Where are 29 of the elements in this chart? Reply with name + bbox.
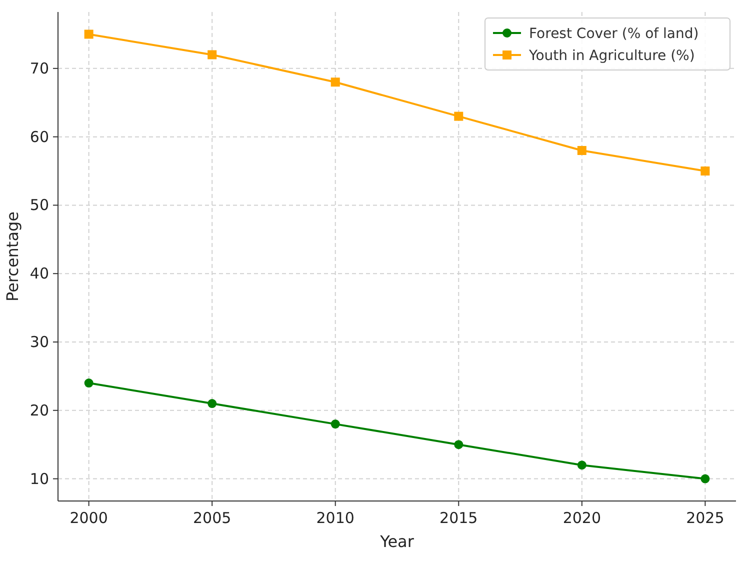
y-tick-label: 20 xyxy=(30,401,49,420)
y-tick-label: 10 xyxy=(30,470,49,488)
y-axis-title: Percentage xyxy=(3,211,22,302)
point xyxy=(577,146,586,155)
point xyxy=(84,378,94,388)
point xyxy=(454,112,464,121)
y-tick-label: 60 xyxy=(30,128,49,146)
x-tick-label: 2015 xyxy=(440,509,478,527)
point xyxy=(577,460,586,470)
x-tick-label: 2000 xyxy=(70,509,108,527)
point xyxy=(208,399,217,408)
point xyxy=(84,30,94,39)
point xyxy=(700,474,710,484)
legend-label: Forest Cover (% of land) xyxy=(529,26,699,42)
x-tick-label: 2025 xyxy=(686,509,724,527)
x-axis-title: Year xyxy=(379,532,414,551)
point xyxy=(330,78,340,87)
point xyxy=(208,50,217,60)
legend-label: Youth in Agriculture (%) xyxy=(528,48,695,64)
x-tick-label: 2005 xyxy=(192,509,232,527)
y-tick-label: 50 xyxy=(30,196,49,214)
y-tick-label: 30 xyxy=(30,332,49,351)
x-tick-label: 2010 xyxy=(316,509,354,527)
y-tick-label: 70 xyxy=(30,59,49,78)
point xyxy=(700,166,710,176)
x-tick-label: 2020 xyxy=(562,509,602,527)
y-tick-label: 40 xyxy=(30,264,49,283)
point xyxy=(454,440,464,450)
point xyxy=(330,420,340,429)
